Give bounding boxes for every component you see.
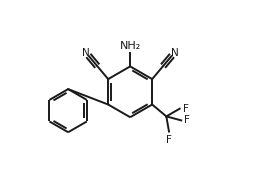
Text: NH₂: NH₂ [120,41,141,51]
Text: N: N [171,48,178,58]
Text: N: N [82,48,90,58]
Text: F: F [184,115,190,125]
Text: F: F [183,104,189,114]
Text: F: F [166,135,172,146]
